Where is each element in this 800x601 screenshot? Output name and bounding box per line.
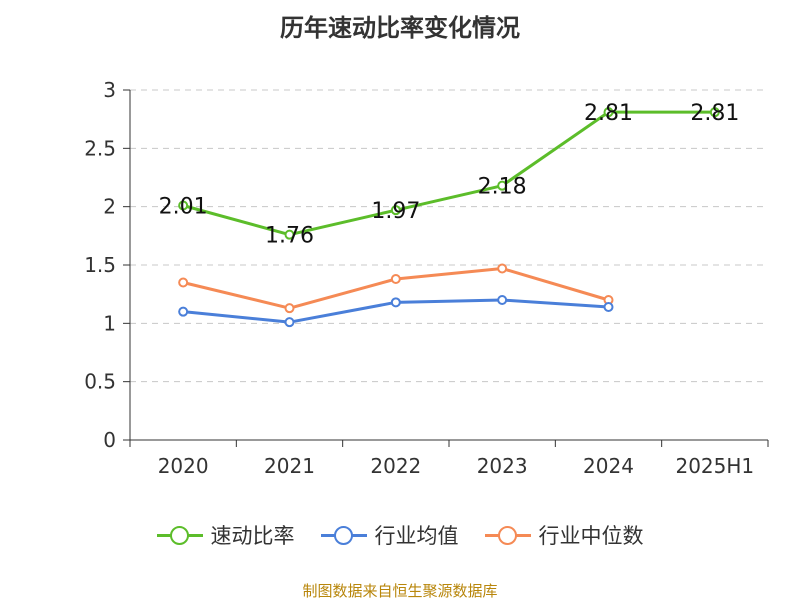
x-tick-label: 2020 xyxy=(158,454,209,478)
data-label: 1.76 xyxy=(265,224,314,249)
data-point xyxy=(709,107,720,118)
series-line xyxy=(182,110,715,237)
source-note: 制图数据来自恒生聚源数据库 xyxy=(302,582,498,600)
legend-marker-industry-mean xyxy=(320,525,367,545)
data-point xyxy=(178,200,189,211)
x-tick-label: 2025H1 xyxy=(675,454,754,478)
legend-item-quick-ratio[interactable]: 速动比率 xyxy=(156,520,295,550)
x-tick-label: 2022 xyxy=(370,454,421,478)
data-point xyxy=(603,302,614,312)
data-point xyxy=(284,317,295,328)
y-tick-label: 2 xyxy=(103,195,116,219)
y-tick-label: 1.5 xyxy=(84,253,116,277)
legend-item-industry-median[interactable]: 行业中位数 xyxy=(484,520,644,550)
data-point xyxy=(497,263,508,274)
data-point xyxy=(178,277,189,288)
legend: 速动比率 行业均值 行业中位数 xyxy=(0,520,800,550)
y-tick-label: 3 xyxy=(103,78,116,102)
data-point xyxy=(284,303,295,314)
x-tick-label: 2024 xyxy=(583,454,634,478)
legend-marker-quick-ratio xyxy=(156,525,203,545)
data-point xyxy=(284,229,295,240)
data-point xyxy=(390,297,401,308)
y-tick-label: 1 xyxy=(103,311,116,335)
data-point xyxy=(497,295,508,305)
data-point xyxy=(497,180,508,191)
legend-label-industry-median: 行业中位数 xyxy=(538,524,644,548)
data-label: 2.18 xyxy=(478,175,527,200)
y-tick-label: 0 xyxy=(103,428,116,452)
x-tick-label: 2023 xyxy=(477,454,528,478)
legend-label-industry-mean: 行业均值 xyxy=(374,524,459,548)
chart-title: 历年速动比率变化情况 xyxy=(280,14,520,42)
data-label: 2.81 xyxy=(690,101,739,126)
data-label: 2.81 xyxy=(584,101,633,126)
data-point xyxy=(390,205,401,216)
legend-label-quick-ratio: 速动比率 xyxy=(210,524,295,548)
data-label: 2.01 xyxy=(159,195,208,220)
data-point xyxy=(603,107,614,118)
data-point xyxy=(390,274,401,284)
legend-marker-industry-median xyxy=(484,525,531,545)
y-tick-label: 2.5 xyxy=(84,136,116,160)
data-point xyxy=(178,306,189,317)
data-label: 1.97 xyxy=(371,199,420,224)
y-tick-label: 0.5 xyxy=(84,370,116,394)
legend-item-industry-mean[interactable]: 行业均值 xyxy=(320,520,459,550)
x-tick-label: 2021 xyxy=(264,454,315,478)
